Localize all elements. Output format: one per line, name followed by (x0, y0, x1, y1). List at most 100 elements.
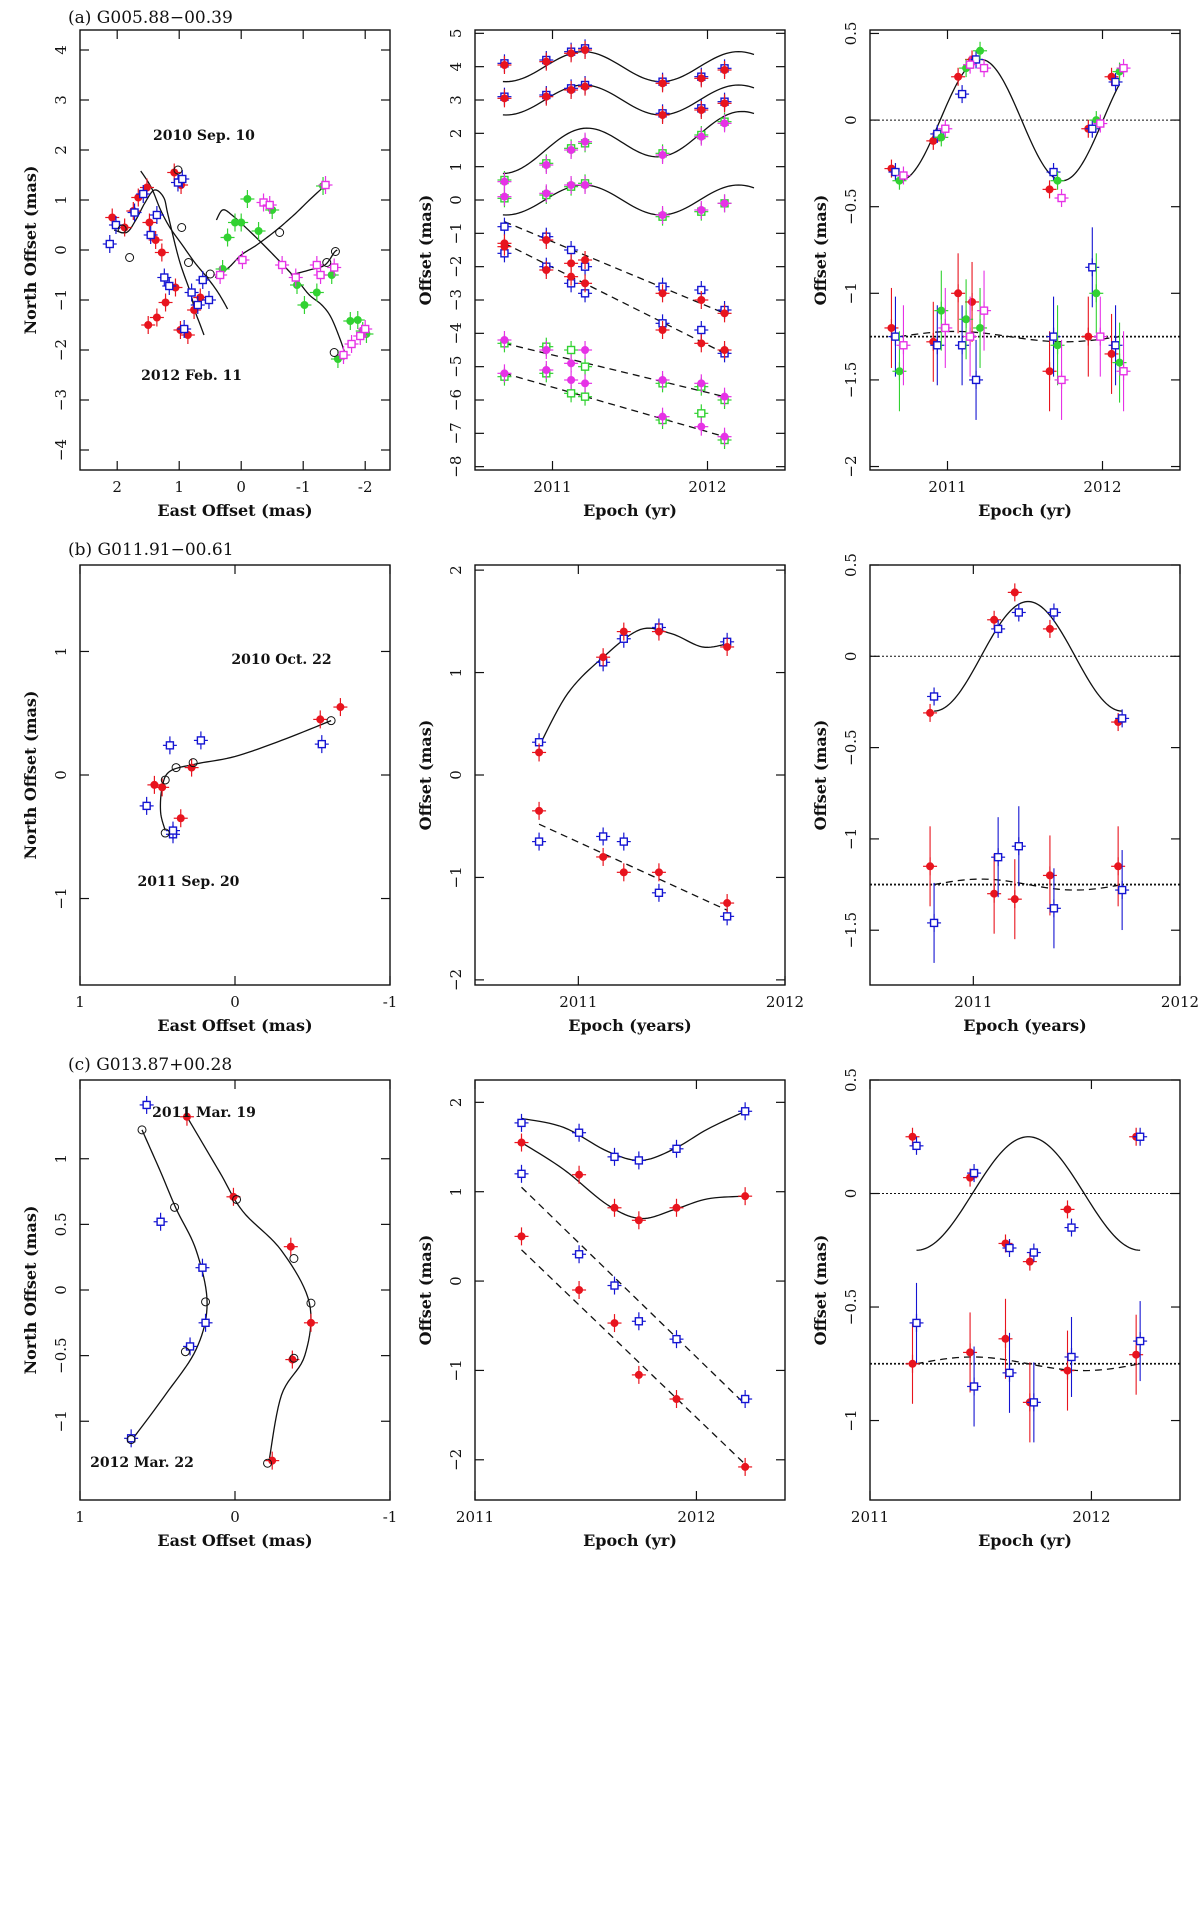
data-point (316, 270, 325, 280)
y-tick-label: −4 (447, 322, 465, 344)
data-point (1107, 349, 1116, 358)
annotation: 2012 Feb. 11 (141, 368, 242, 384)
data-point (105, 239, 114, 249)
data-point (144, 321, 153, 329)
row-c-title: (c) G013.87+00.28 (68, 1055, 233, 1075)
model-epoch-circle (326, 716, 336, 726)
y-tick-label: −1 (447, 1359, 465, 1381)
data-point (581, 181, 590, 189)
data-point (990, 889, 999, 898)
data-point (300, 301, 309, 309)
model-epoch-circle (289, 1254, 299, 1263)
data-point (619, 837, 628, 846)
x-tick-label: 2011 (851, 1508, 889, 1526)
data-point (1096, 119, 1105, 128)
data-point (312, 288, 321, 297)
data-point (634, 1156, 644, 1165)
model-epoch-circle (177, 223, 187, 232)
data-point (237, 218, 246, 227)
data-point (619, 868, 628, 877)
data-point (581, 379, 590, 388)
data-point (580, 392, 590, 401)
model-line (521, 1186, 746, 1405)
data-point (993, 852, 1003, 862)
data-point (634, 1317, 644, 1326)
data-point (740, 1394, 750, 1404)
data-point (542, 266, 551, 274)
parallax-model-curve (899, 58, 1121, 182)
data-point (990, 615, 999, 624)
panel-b_time: 2011 2012 −2 −1 0 1 2 Epoch (years) Offset (mas) (416, 564, 804, 1035)
y-tick-label: −1 (52, 1410, 70, 1432)
data-point (740, 1107, 750, 1116)
x-tick-label: -1 (296, 478, 311, 496)
data-point (658, 211, 667, 219)
plot-frame (869, 1079, 1181, 1501)
model-curve (502, 110, 755, 175)
x-axis-label: East Offset (mas) (157, 1531, 312, 1550)
y-tick-label: 2 (447, 129, 465, 139)
data-point (908, 1132, 917, 1141)
panel-c_sky: 1 0 -1 −1 −0.5 0 0.5 1 East Offset (mas) North Of… (21, 1079, 397, 1550)
data-point (1063, 1366, 1072, 1375)
data-point (1014, 842, 1023, 851)
model-line (504, 221, 725, 314)
y-tick-label: 1 (447, 668, 465, 678)
data-point (1114, 862, 1123, 871)
data-point (157, 248, 166, 257)
data-point (346, 317, 355, 325)
data-point (912, 1318, 921, 1328)
y-tick-label: −1 (447, 866, 465, 888)
x-tick-label: 0 (236, 478, 246, 496)
data-point (500, 177, 509, 186)
data-point (1111, 341, 1120, 350)
data-point (1096, 332, 1105, 341)
annotation: 2012 Mar. 22 (90, 1455, 194, 1471)
data-point (198, 275, 207, 285)
parallax-model-curve (916, 1136, 1141, 1251)
data-point (941, 323, 950, 333)
x-tick-label: 1 (75, 1508, 85, 1526)
data-point (658, 326, 667, 334)
data-point (1119, 367, 1128, 376)
model-epoch-circle (117, 224, 127, 234)
data-point (142, 801, 151, 811)
data-point (723, 642, 732, 651)
data-point (111, 220, 121, 230)
row-b-title: (b) G011.91−00.61 (68, 540, 234, 560)
data-point (697, 296, 706, 304)
data-point (108, 213, 117, 222)
x-axis-label: East Offset (mas) (157, 1016, 312, 1035)
data-point (1135, 1336, 1145, 1346)
data-point (339, 350, 348, 360)
x-tick-label: 0 (230, 1508, 240, 1526)
panel-a_sky: 2 1 0 -1 -2 −4 −3 −2 −1 0 1 2 3 4 East Offset (mas) Nor… (21, 29, 391, 520)
data-point (145, 218, 154, 227)
data-point (517, 1118, 526, 1128)
data-point (697, 422, 706, 431)
data-point (658, 376, 667, 384)
x-tick-label: 2012 (688, 478, 726, 496)
data-point (1088, 263, 1097, 272)
data-point (223, 233, 232, 242)
data-point (316, 715, 325, 724)
data-point (658, 151, 667, 159)
y-tick-label: 0 (842, 652, 860, 662)
data-point (672, 1144, 681, 1154)
data-point (161, 298, 170, 307)
data-point (243, 195, 252, 203)
y-tick-label: 2 (447, 565, 465, 575)
data-point (201, 1318, 210, 1328)
panel-c_resid: 2011 2012 −1 −0.5 0 0.5 Epoch (yr) Offset (mas) (811, 1068, 1181, 1550)
y-tick-label: 0 (52, 770, 70, 780)
data-point (697, 106, 706, 114)
data-point (215, 270, 225, 280)
data-point (929, 136, 938, 145)
data-point (926, 708, 935, 717)
y-tick-label: 0 (842, 115, 860, 125)
data-point (929, 918, 939, 928)
y-tick-label: 1 (447, 1187, 465, 1197)
data-point (182, 1112, 191, 1121)
data-point (658, 111, 667, 119)
